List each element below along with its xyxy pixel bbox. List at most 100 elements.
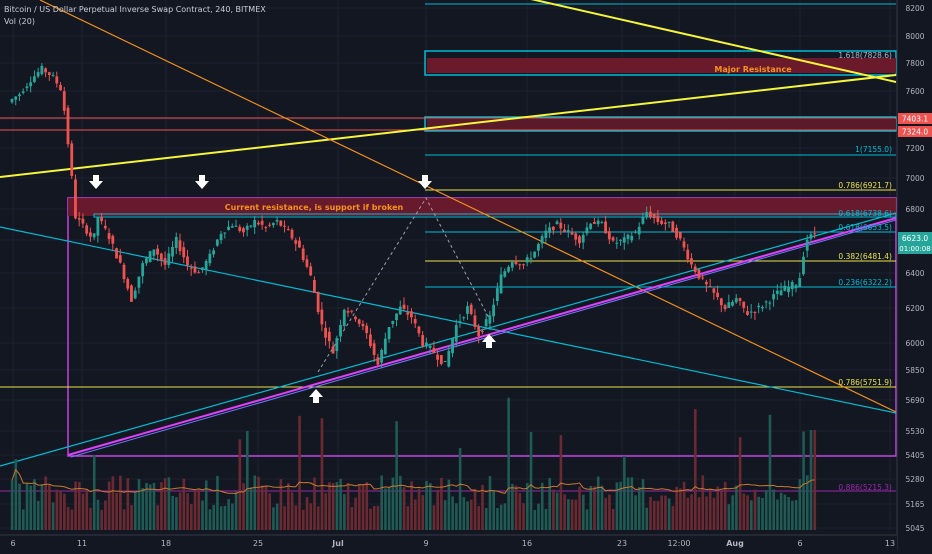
volume-bar [85, 489, 89, 530]
volume-bar [18, 483, 21, 530]
volume-bar [540, 482, 544, 530]
candle-body [96, 217, 100, 236]
candle-body [622, 237, 626, 243]
candle-body [253, 220, 257, 228]
volume-bar [197, 489, 201, 530]
candle-body [615, 242, 619, 244]
candle-body [719, 298, 723, 306]
candle-body [563, 229, 566, 232]
candle-body [649, 211, 652, 218]
volume-bar [585, 509, 589, 530]
candle-body [660, 220, 663, 224]
candle-body [667, 221, 671, 223]
volume-bar [346, 482, 350, 530]
volume-bar [473, 488, 477, 530]
volume-bar [395, 421, 398, 530]
candle-body [607, 231, 611, 240]
candle-body [701, 277, 705, 279]
current-resistance-edge [93, 213, 897, 218]
volume-bar [156, 505, 159, 530]
candle-body [159, 253, 163, 260]
volume-bar [712, 497, 716, 530]
volume-bar [623, 455, 626, 530]
candle-body [264, 226, 268, 228]
candle-body [813, 233, 817, 235]
candle-body [118, 255, 122, 263]
volume-bar [526, 483, 529, 530]
candle-body [425, 342, 428, 347]
volume-bar [365, 482, 369, 530]
volume-bar [451, 496, 454, 530]
volume-bar [48, 484, 51, 530]
candle-body [59, 84, 62, 91]
volume-bar [298, 415, 301, 530]
time-label-9: Aug [726, 539, 744, 548]
volume-bar [690, 494, 693, 530]
volume-bar [567, 499, 570, 530]
time-label-7: 23 [617, 539, 627, 548]
volume-bar [193, 489, 197, 530]
volume-bar [813, 430, 817, 530]
time-label-4: Jul [331, 539, 344, 548]
candle-body [193, 266, 197, 273]
volume-bar [107, 481, 111, 530]
volume-bar [798, 479, 802, 530]
candle-body [458, 321, 462, 323]
volume-bar [552, 489, 555, 530]
candle-body [525, 257, 529, 263]
volume-bar [51, 502, 55, 530]
volume-bar [544, 508, 548, 530]
fib-label-2: 0.786(6921.7) [838, 181, 892, 190]
volume-bar [163, 478, 167, 530]
candle-body [294, 240, 298, 244]
candle-body [47, 72, 51, 76]
candle-body [510, 261, 514, 268]
candle-body [391, 320, 395, 324]
volume-bar [369, 508, 372, 530]
candle-body [55, 76, 59, 84]
candle-body [473, 315, 477, 327]
time-label-6: 16 [522, 539, 532, 548]
volume-bar [70, 509, 74, 530]
volume-bar [343, 494, 346, 530]
candle-body [432, 348, 436, 353]
price-tag-0: 7403.1 [902, 115, 928, 124]
volume-bar [148, 484, 152, 530]
volume-bar [410, 481, 413, 530]
volume-bar [361, 484, 365, 530]
volume-bar [593, 486, 596, 530]
current-resistance-zone [68, 198, 896, 216]
candle-body [555, 221, 559, 225]
volume-bar [779, 492, 783, 530]
volume-bar [705, 496, 708, 530]
candle-body [753, 311, 757, 313]
volume-bar [402, 487, 406, 530]
candle-body [167, 253, 171, 266]
volume-bar [589, 485, 593, 530]
price-tick-7: 6800 [905, 205, 924, 214]
volume-bar [22, 509, 25, 530]
candle-body [219, 233, 223, 241]
volume-bar [372, 505, 376, 530]
candle-body [350, 310, 354, 312]
candle-body [354, 316, 357, 320]
volume-bar [208, 509, 212, 530]
volume-bar [272, 507, 275, 530]
volume-bar [466, 501, 469, 530]
volume-bar [660, 495, 663, 530]
last-price-value: 6623.0 [902, 234, 928, 243]
candle-body [126, 278, 130, 289]
volume-bar [641, 479, 645, 530]
volume-bar [305, 497, 309, 530]
volume-bar [496, 507, 499, 530]
volume-pane [10, 397, 817, 530]
candle-body [466, 306, 469, 314]
fib-label-3: 0.618(6738.6) [838, 209, 892, 218]
volume-bar [141, 487, 145, 530]
candle-body [301, 248, 305, 260]
candle-body [171, 246, 174, 257]
candle-body [40, 65, 44, 75]
candle-body [376, 357, 380, 365]
